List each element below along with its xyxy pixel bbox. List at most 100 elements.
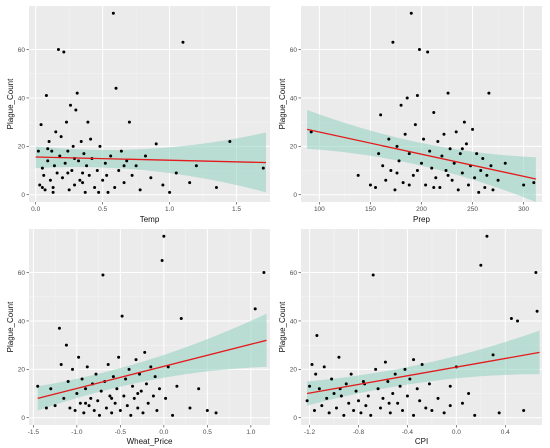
x-tick-label: 100 <box>314 206 325 213</box>
data-point <box>103 161 107 165</box>
data-point <box>359 411 363 415</box>
y-tick-label: 0 <box>21 415 25 422</box>
data-point <box>456 188 460 192</box>
data-point <box>106 190 110 194</box>
data-point <box>489 164 493 168</box>
x-tick-label: 0.0 <box>159 429 168 436</box>
data-point <box>105 173 109 177</box>
panel-temp: 0.0 0.5 1.0 1.5 0 20 40 60 Temp Plague_Count <box>6 6 270 224</box>
data-point <box>94 372 98 376</box>
data-point <box>66 379 70 383</box>
data-point <box>347 401 351 405</box>
data-point <box>113 401 117 405</box>
y-tick-label: 0 <box>293 415 297 422</box>
panel-wheat-price: -1.5 -1.0 -0.5 0.0 0.5 1.0 0 20 40 60 Wheat_Price… <box>6 229 270 446</box>
data-point <box>98 144 102 148</box>
data-point <box>47 140 51 144</box>
data-point <box>356 399 360 403</box>
data-point <box>110 411 114 415</box>
y-tick-label: 60 <box>18 47 26 54</box>
data-point <box>71 144 75 148</box>
data-point <box>446 91 450 95</box>
data-point <box>66 149 70 153</box>
data-point <box>381 396 385 400</box>
data-point <box>161 183 165 187</box>
data-point <box>454 130 458 134</box>
data-point <box>440 154 444 158</box>
data-point <box>467 392 471 396</box>
data-point <box>46 147 50 151</box>
data-point <box>430 166 434 170</box>
data-point <box>352 408 356 412</box>
data-point <box>391 40 395 44</box>
y-tick-label: 20 <box>18 367 26 374</box>
data-point <box>93 185 97 189</box>
data-point <box>124 377 128 381</box>
data-point <box>71 367 75 371</box>
data-point <box>228 140 232 144</box>
data-point <box>80 377 84 381</box>
data-point <box>312 408 316 412</box>
data-point <box>49 387 53 391</box>
data-point <box>48 178 52 182</box>
y-tick-label: 40 <box>290 95 298 102</box>
data-point <box>174 171 178 175</box>
data-point <box>154 142 158 146</box>
data-point <box>387 137 391 141</box>
data-point <box>317 387 321 391</box>
data-point <box>407 183 411 187</box>
data-point <box>401 408 405 412</box>
data-point <box>214 411 218 415</box>
data-point <box>69 103 73 107</box>
data-point <box>139 389 143 393</box>
confidence-band-area <box>35 132 266 193</box>
data-point <box>522 183 526 187</box>
data-point <box>55 171 59 175</box>
data-point <box>36 149 40 153</box>
data-point <box>43 188 47 192</box>
data-point <box>84 387 88 391</box>
data-point <box>97 190 101 194</box>
data-point <box>81 181 85 185</box>
data-point <box>383 360 387 364</box>
data-point <box>53 404 57 408</box>
y-tick-label: 0 <box>21 192 25 199</box>
data-points <box>309 11 536 194</box>
data-point <box>322 365 326 369</box>
data-point <box>420 363 424 367</box>
data-point <box>109 154 113 158</box>
data-point <box>415 387 419 391</box>
y-tick-label: 60 <box>290 270 298 277</box>
data-point <box>393 372 397 376</box>
data-point <box>86 120 90 124</box>
data-point <box>396 401 400 405</box>
x-tick-label: 1.0 <box>165 206 174 213</box>
y-axis-label: Plague_Count <box>278 78 287 129</box>
data-point <box>261 166 265 170</box>
data-point <box>82 152 86 156</box>
data-point <box>168 190 172 194</box>
data-point <box>436 396 440 400</box>
data-point <box>164 396 168 400</box>
data-point <box>134 164 138 168</box>
data-point <box>374 367 378 371</box>
data-point <box>262 271 266 275</box>
data-point <box>146 401 150 405</box>
data-point <box>56 48 60 52</box>
data-point <box>305 399 309 403</box>
data-point <box>384 178 388 182</box>
data-point <box>422 137 426 141</box>
data-point <box>308 384 312 388</box>
data-point <box>381 164 385 168</box>
data-point <box>487 91 491 95</box>
data-point <box>344 382 348 386</box>
data-point <box>475 152 479 156</box>
data-point <box>442 411 446 415</box>
data-point <box>87 404 91 408</box>
data-point <box>117 169 121 173</box>
data-point <box>332 392 336 396</box>
data-point <box>342 413 346 417</box>
data-point <box>75 91 79 95</box>
data-point <box>386 379 390 383</box>
fit-line <box>37 339 267 400</box>
